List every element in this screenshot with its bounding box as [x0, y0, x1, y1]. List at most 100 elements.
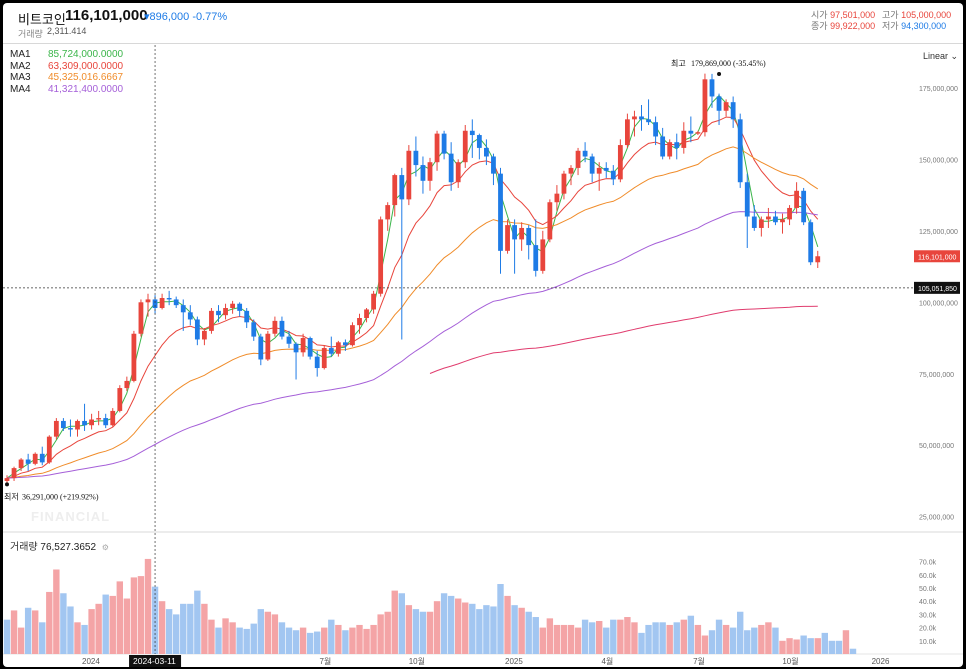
candle-body	[53, 420, 59, 437]
volume-bar	[701, 635, 709, 654]
candle-body	[773, 216, 778, 223]
volume-bar	[151, 586, 159, 654]
volume-bar	[201, 603, 208, 654]
volume-bar	[426, 611, 434, 654]
candle-body	[519, 227, 525, 240]
chevron-down-icon: ⌄	[950, 51, 959, 61]
volume-bar	[328, 619, 335, 654]
volume-bar	[271, 614, 279, 654]
volume-bar	[814, 638, 821, 654]
candle-body	[801, 190, 807, 223]
candle-body	[251, 322, 257, 337]
candle-body	[335, 342, 341, 354]
volume-bar	[828, 640, 836, 654]
volume-bar	[102, 594, 109, 654]
candle-body	[371, 293, 376, 310]
candle-body	[357, 318, 362, 326]
candle-body	[378, 219, 384, 294]
volume-bar	[772, 627, 779, 654]
candle-body	[314, 356, 320, 369]
volume-bar	[849, 648, 857, 654]
candle-body	[596, 167, 602, 174]
volume-tick-label: 20.0k	[919, 626, 937, 633]
min-marker	[5, 482, 9, 487]
y-tick-label: 150,000,000	[919, 157, 958, 164]
volume-bar	[405, 605, 413, 654]
ma1-value: 85,724,000.0000	[48, 49, 124, 60]
volume-bar	[173, 614, 180, 654]
volume-bar	[53, 569, 60, 654]
candle-body	[46, 436, 52, 463]
candle-body	[420, 165, 426, 181]
volume-bar	[243, 628, 250, 654]
volume-bar	[835, 640, 843, 654]
watermark: FINANCIAL	[31, 509, 110, 524]
candle-body	[89, 419, 94, 426]
candle-body	[406, 150, 412, 200]
candle-body	[617, 145, 623, 180]
volume-bar	[511, 605, 518, 654]
candle-body	[751, 216, 757, 228]
volume-bar	[546, 618, 554, 654]
volume-bar	[24, 607, 32, 654]
volume-bar	[722, 624, 730, 654]
candle-body	[145, 299, 151, 303]
price-change: ▾896,000 -0.77%	[144, 11, 228, 23]
gear-icon[interactable]: ⚙	[101, 543, 109, 552]
candle-body	[96, 418, 102, 420]
candle-body	[293, 343, 299, 353]
volume-bar	[17, 627, 25, 654]
volume-bar	[398, 593, 405, 654]
candle-body	[695, 132, 701, 134]
ma2-value: 63,309,000.0000	[48, 60, 124, 72]
volume-bar	[617, 619, 624, 654]
volume-bar	[631, 622, 638, 654]
candle-body	[758, 219, 764, 228]
volume-bar	[335, 624, 342, 654]
candle-body	[321, 348, 327, 369]
volume-bar	[744, 630, 751, 654]
volume-tick-label: 50.0k	[919, 586, 937, 593]
volume-bar	[807, 638, 814, 654]
candle-body	[688, 130, 694, 134]
candle-body	[68, 428, 73, 430]
price-chart[interactable]: 25,000,000 50,000,000 75,000,000 100,000,00…	[3, 3, 963, 667]
candle-body	[484, 147, 489, 157]
candle-body	[173, 299, 179, 306]
candle-body	[610, 170, 616, 180]
candle-body	[11, 468, 17, 479]
volume-bar	[412, 609, 420, 654]
candle-body	[780, 219, 785, 223]
candle-body	[279, 320, 285, 337]
volume-bar	[229, 622, 236, 654]
volume-bar	[440, 593, 448, 654]
volume-bar	[842, 630, 850, 654]
ma-legend: MA1 85,724,000.0000 MA2 63,309,000.0000 MA…	[10, 49, 123, 95]
ma-long-line	[429, 305, 818, 374]
volume-bar	[525, 611, 532, 654]
volume-bar	[81, 624, 88, 654]
max-annotation-label: 최고	[671, 58, 686, 68]
volume-bar	[165, 609, 173, 654]
candle-body	[131, 333, 137, 381]
min-annotation-label: 최저	[4, 491, 19, 501]
volume-bar	[588, 622, 596, 654]
candle-body	[434, 133, 440, 163]
candle-body	[512, 225, 517, 240]
candle-body	[589, 156, 595, 174]
volume-bar	[46, 591, 53, 654]
candle-body	[399, 175, 405, 200]
asset-title: 비트코인	[18, 12, 66, 27]
ma-legend-row-3: MA3 45,325,016.6667	[10, 72, 124, 83]
candle-body	[110, 410, 116, 426]
ma-legend-row-1: MA1 85,724,000.0000	[10, 49, 124, 60]
candle-body	[639, 116, 644, 120]
candle-body	[476, 135, 482, 148]
volume-tick-label: 40.0k	[919, 599, 937, 606]
x-tick-label: 2026	[872, 657, 890, 666]
volume-bar	[250, 623, 257, 654]
candle-body	[258, 336, 264, 360]
candle-body	[159, 298, 165, 309]
scale-toggle[interactable]: Linear ⌄	[923, 51, 958, 62]
volume-bar	[476, 609, 483, 654]
